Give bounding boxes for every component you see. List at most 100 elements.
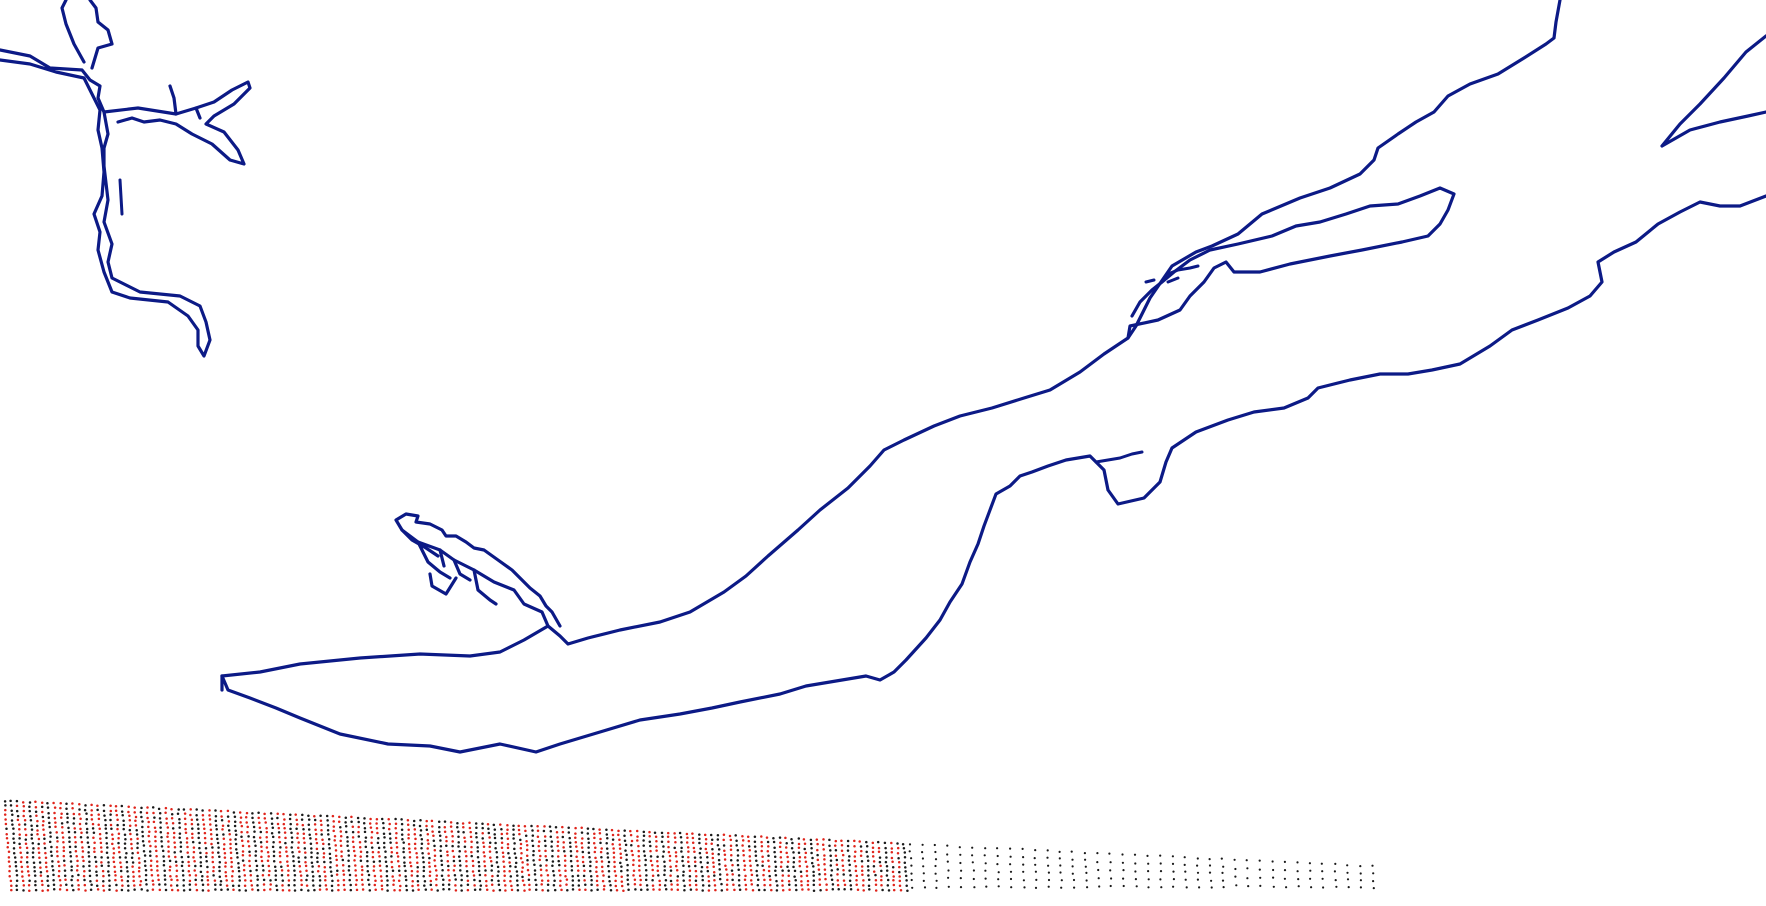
sounding-point	[315, 847, 319, 851]
sounding-point	[593, 850, 597, 854]
sounding-point	[750, 873, 754, 877]
sounding-point	[293, 874, 297, 877]
sounding-point	[1084, 865, 1087, 868]
sounding-point	[305, 878, 308, 882]
sounding-point	[580, 846, 584, 849]
sounding-point	[53, 817, 57, 820]
sounding-point	[549, 835, 553, 838]
sounding-point	[551, 860, 555, 863]
sounding-point	[438, 834, 442, 837]
sounding-point	[833, 844, 837, 847]
sounding-point	[67, 830, 71, 834]
sounding-point	[178, 836, 181, 840]
sounding-point	[1310, 886, 1313, 889]
sounding-point	[344, 821, 347, 824]
sounding-point	[28, 801, 32, 804]
sounding-point	[770, 888, 773, 892]
sounding-point	[279, 860, 282, 864]
sounding-point	[871, 841, 875, 845]
sounding-point	[186, 851, 189, 854]
sounding-point	[841, 853, 845, 857]
sounding-point	[540, 879, 544, 882]
sounding-point	[533, 873, 537, 876]
sounding-point	[627, 888, 630, 891]
sounding-point	[7, 850, 11, 854]
sounding-point	[85, 831, 89, 834]
sounding-point	[797, 837, 801, 840]
sounding-point	[167, 840, 170, 843]
sounding-point	[238, 889, 241, 892]
sounding-point	[111, 842, 114, 846]
sounding-point	[410, 869, 414, 873]
sounding-point	[218, 869, 221, 873]
sounding-point	[675, 860, 679, 863]
sounding-point	[768, 874, 771, 878]
sounding-point	[171, 821, 175, 825]
sounding-point	[311, 875, 315, 878]
sounding-point	[910, 872, 913, 875]
sounding-point	[569, 859, 573, 863]
sounding-point	[313, 823, 317, 826]
sounding-point	[105, 836, 108, 840]
sounding-point	[1085, 879, 1088, 882]
sounding-point	[772, 840, 776, 844]
sounding-point	[240, 835, 243, 839]
sounding-point	[877, 846, 881, 850]
sounding-point	[224, 874, 228, 878]
sounding-point	[32, 861, 36, 865]
sounding-point	[630, 849, 634, 853]
sounding-point	[934, 872, 937, 875]
sounding-point	[466, 883, 470, 887]
sounding-point	[516, 884, 519, 887]
sounding-point	[561, 830, 565, 834]
sounding-point	[879, 864, 882, 868]
sounding-point	[403, 864, 406, 868]
sounding-point	[732, 883, 735, 887]
sounding-point	[117, 841, 120, 845]
sounding-point	[182, 889, 186, 892]
sounding-point	[87, 851, 90, 854]
sounding-point	[369, 826, 373, 829]
sounding-point	[867, 869, 870, 872]
sounding-point	[1122, 869, 1125, 872]
sounding-point	[663, 860, 666, 863]
sounding-point	[633, 878, 637, 881]
sounding-point	[139, 811, 143, 814]
sounding-point	[78, 812, 81, 816]
sounding-point	[608, 879, 611, 883]
sounding-point	[885, 864, 889, 868]
sounding-point	[805, 869, 809, 873]
sounding-point	[946, 860, 949, 863]
sounding-point	[583, 869, 586, 873]
sounding-point	[102, 809, 106, 813]
sounding-point	[223, 856, 227, 859]
sounding-point	[891, 865, 895, 869]
sounding-point	[149, 844, 152, 848]
sounding-point	[133, 888, 136, 891]
sounding-point	[340, 850, 343, 853]
sounding-point	[569, 854, 573, 858]
sounding-point	[277, 831, 281, 834]
sounding-point	[359, 855, 362, 858]
sounding-point	[575, 850, 579, 853]
sounding-point	[1147, 886, 1150, 889]
sounding-point	[478, 873, 482, 877]
sounding-point	[173, 851, 176, 854]
sounding-point	[26, 851, 29, 854]
sounding-point	[426, 838, 430, 842]
sounding-point	[271, 835, 275, 839]
sounding-point	[79, 827, 82, 831]
sounding-point	[761, 860, 764, 863]
sounding-point	[49, 850, 53, 854]
sounding-point	[491, 874, 494, 878]
sounding-point	[853, 844, 856, 848]
sounding-point	[609, 884, 612, 887]
sounding-point	[527, 878, 531, 881]
sounding-point	[92, 836, 95, 840]
sounding-point	[812, 874, 815, 877]
sounding-point	[470, 850, 473, 854]
sounding-point	[549, 830, 553, 833]
sounding-point	[333, 835, 337, 838]
sounding-point	[138, 861, 141, 864]
